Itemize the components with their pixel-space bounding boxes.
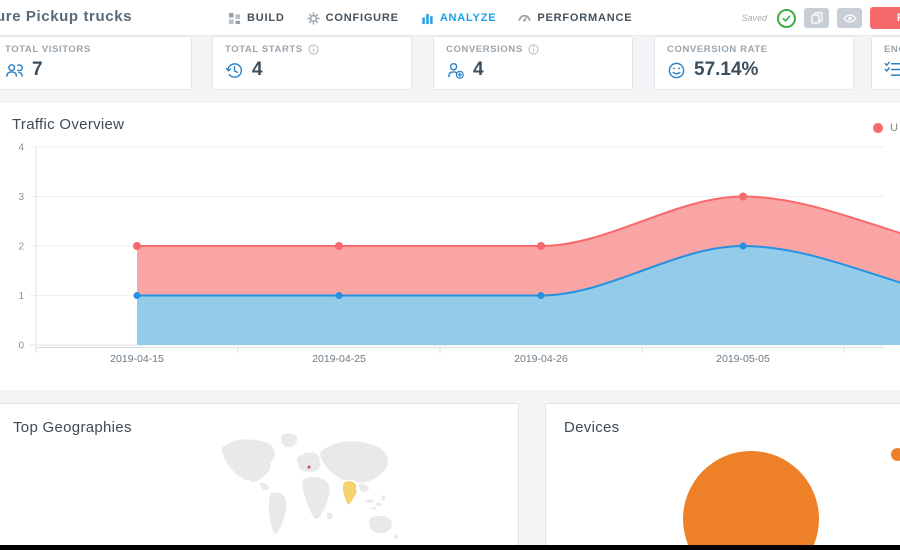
bar-chart-icon [422,13,433,24]
gauge-icon [518,14,531,22]
stat-label: TOTAL VISITORS [5,44,91,55]
tab-configure-label: CONFIGURE [325,12,399,24]
svg-text:2019-05-05: 2019-05-05 [716,353,770,365]
blocks-icon [228,12,241,24]
svg-text:2019-04-25: 2019-04-25 [312,353,366,365]
map-country-india[interactable] [343,481,357,505]
traffic-overview-card: 0 1 2 3 4 2019-04-15 2019-04-25 2019-04-26 2019-… [0,103,900,390]
svg-text:2019-04-15: 2019-04-15 [110,353,164,365]
stat-card-total-visitors: TOTAL VISITORS 7 [0,36,192,90]
duplicate-button[interactable] [804,8,829,28]
top-geographies-card: Top Geographies [0,403,519,550]
smiley-icon [668,62,685,78]
svg-text:3: 3 [18,192,24,203]
top-header: ure Pickup trucks BUILD CONFI [0,0,900,36]
traffic-area-chart[interactable]: 0 1 2 3 4 2019-04-15 2019-04-25 2019-04-26 2019-… [0,103,900,390]
stat-card-conversions: CONVERSIONS 4 [433,36,633,90]
svg-text:1: 1 [18,291,24,302]
stat-value: 4 [252,59,263,80]
devices-legend-dot [891,448,900,461]
checklist-icon [884,61,900,76]
devices-title: Devices [564,419,620,436]
world-map[interactable] [207,430,403,548]
svg-text:0: 0 [18,341,24,352]
stats-row: TOTAL VISITORS 7 TOTAL STARTS [0,36,900,90]
map-marker-dot [307,465,311,469]
users-icon [6,63,23,77]
tab-performance[interactable]: PERFORMANCE [518,12,632,25]
preview-button[interactable] [837,8,862,28]
funnel-title: ure Pickup trucks [0,8,133,25]
bottom-crop-bar [0,545,900,550]
info-icon[interactable] [308,44,319,55]
traffic-overview-title: Traffic Overview [12,116,125,133]
stat-value: 57.14% [694,59,759,80]
tab-build-label: BUILD [247,12,285,24]
saved-check-icon [777,8,796,28]
stat-label: CONVERSIONS [446,44,523,55]
svg-text:2019-04-26: 2019-04-26 [514,353,568,365]
main-nav: BUILD CONFIGURE ANALYZE [228,0,632,36]
eye-icon [842,13,857,23]
legend-dot-red [873,123,884,133]
top-geographies-title: Top Geographies [13,419,132,436]
stat-value: 4 [473,59,484,80]
tab-build[interactable]: BUILD [228,12,285,25]
legend-label: U [890,122,898,134]
history-clock-icon [225,62,243,78]
saved-status: Saved [741,13,767,23]
stat-label: CONVERSION RATE [667,44,768,55]
svg-text:4: 4 [18,143,24,154]
devices-pie-chart[interactable] [683,451,819,550]
publish-button[interactable]: P [870,7,900,29]
header-actions: Saved P [741,0,900,36]
copy-icon [810,12,823,24]
stat-label: ENGA [884,44,900,55]
stat-label: TOTAL STARTS [225,44,303,55]
tab-performance-label: PERFORMANCE [537,12,633,24]
svg-text:2: 2 [18,242,24,253]
devices-card: Devices [545,403,900,550]
user-plus-icon [448,62,464,79]
stat-card-total-starts: TOTAL STARTS 4 [212,36,412,90]
traffic-legend[interactable]: U [873,122,898,134]
tab-configure[interactable]: CONFIGURE [307,11,399,25]
stat-card-conversion-rate: CONVERSION RATE 57.14% [654,36,854,90]
tab-analyze[interactable]: ANALYZE [421,12,497,25]
stat-card-engagement: ENGA [871,36,900,90]
gear-icon [307,11,320,25]
info-icon[interactable] [528,44,539,55]
tab-analyze-label: ANALYZE [439,12,497,24]
stat-value: 7 [32,59,43,80]
